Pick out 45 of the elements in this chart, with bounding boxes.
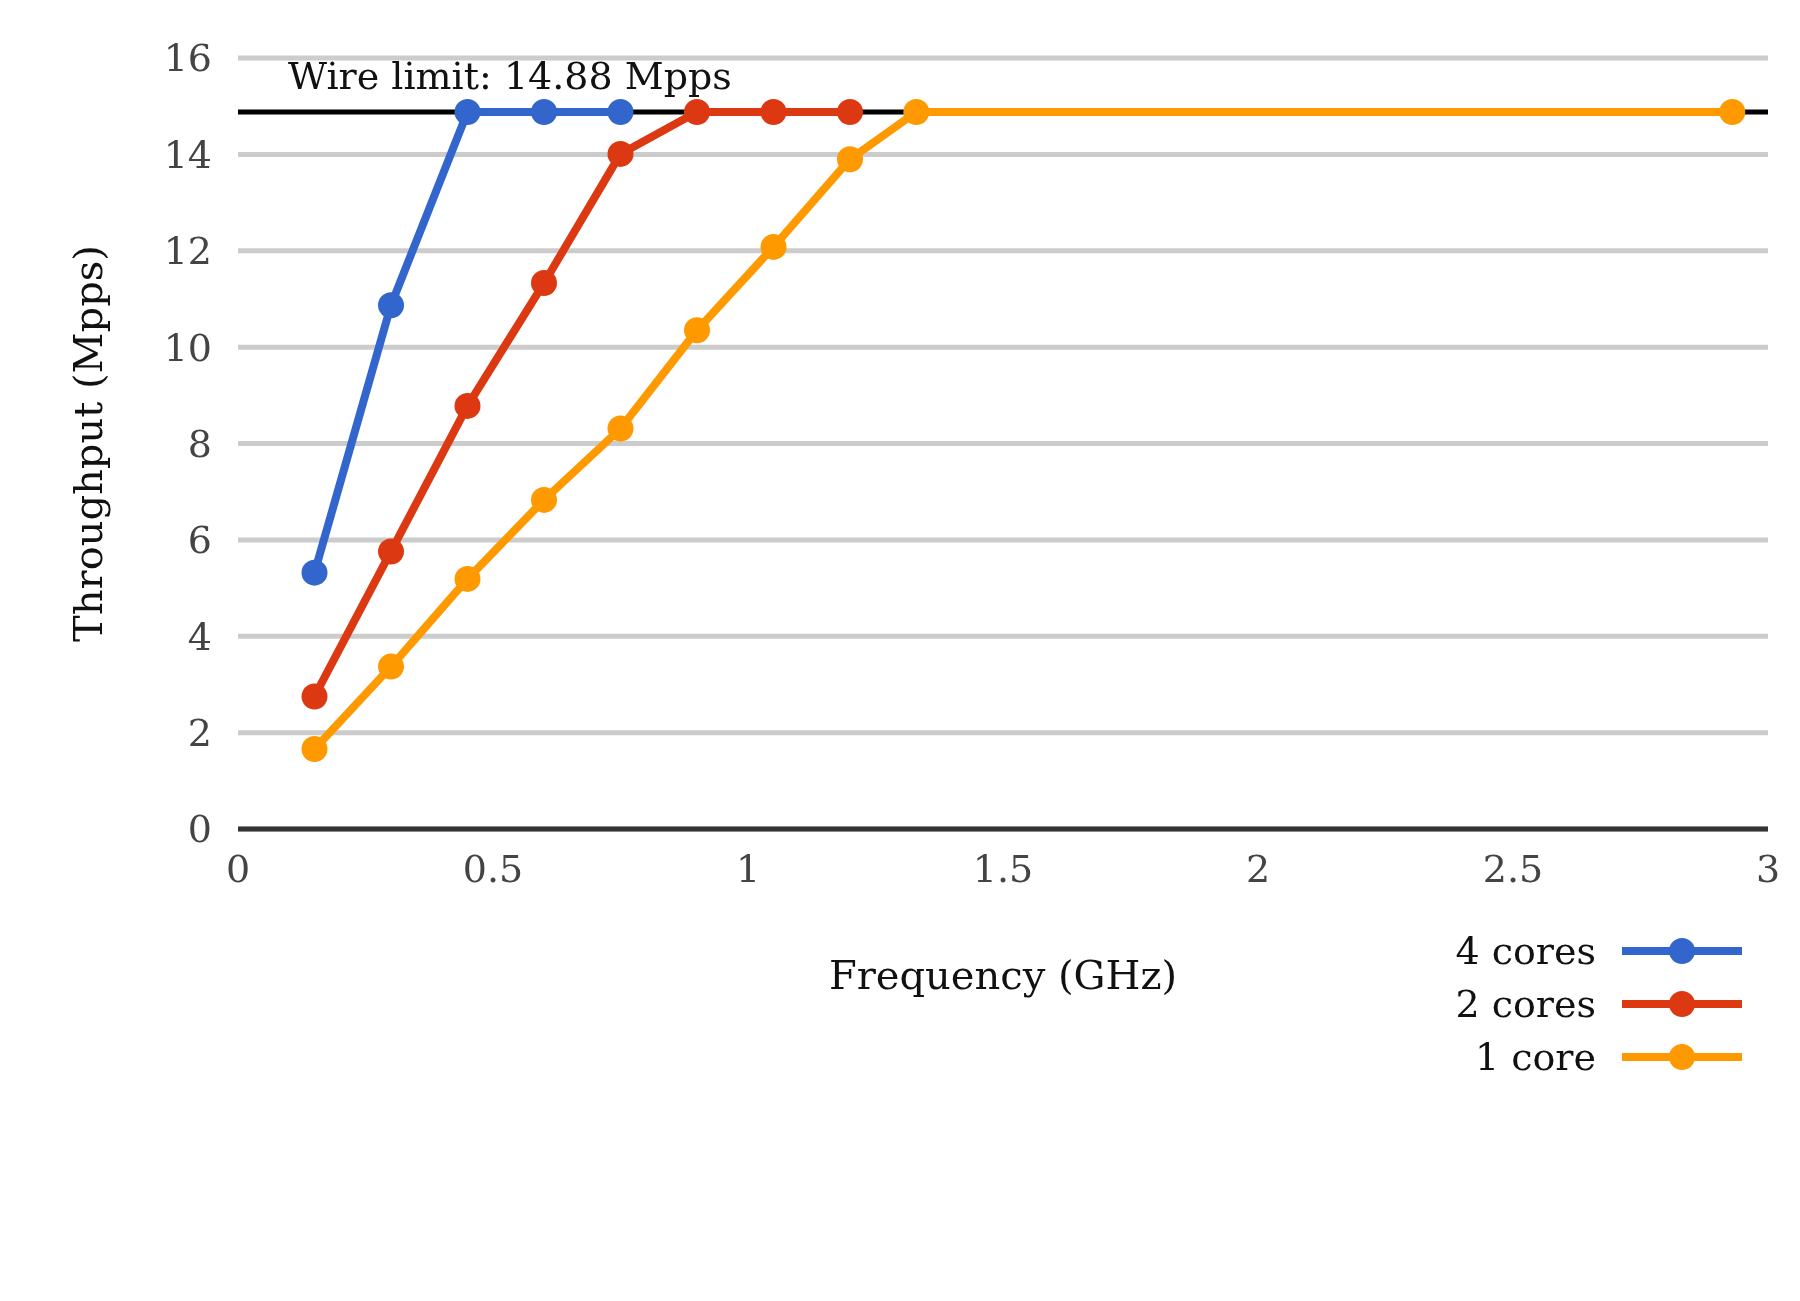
point	[760, 233, 787, 260]
legend-label: 2 cores	[1455, 981, 1596, 1026]
x-tick-label: 0	[225, 846, 251, 891]
point	[684, 98, 710, 125]
point	[531, 270, 557, 297]
x-tick-label: 1.5	[972, 846, 1034, 891]
point	[837, 146, 863, 173]
ref-line-label: Wire limit: 14.88 Mpps	[288, 53, 732, 98]
y-axis-title: Throughput (Mpps)	[65, 245, 112, 642]
y-tick-label: 14	[163, 132, 212, 177]
y-tick-label: 2	[187, 711, 212, 756]
point	[531, 98, 557, 125]
x-tick-label: 2	[1245, 846, 1271, 891]
point	[378, 292, 404, 319]
point	[760, 98, 787, 125]
legend-label: 1 core	[1474, 1034, 1596, 1079]
point	[531, 486, 557, 513]
point	[607, 415, 634, 442]
point	[454, 565, 481, 592]
y-tick-label: 6	[187, 518, 212, 563]
point	[903, 98, 930, 125]
point	[378, 653, 404, 680]
x-axis-title: Frequency (GHz)	[828, 952, 1178, 998]
point	[454, 98, 481, 125]
y-tick-label: 16	[163, 36, 212, 81]
x-tick-label: 1	[735, 846, 761, 891]
point	[1719, 98, 1746, 125]
point	[378, 538, 404, 565]
legend-label: 4 cores	[1455, 928, 1596, 973]
y-tick-label: 4	[187, 614, 212, 659]
point	[607, 140, 634, 167]
point	[301, 736, 328, 763]
point	[454, 392, 481, 419]
y-tick-label: 10	[163, 325, 212, 370]
y-tick-label: 8	[187, 421, 212, 466]
point	[301, 559, 328, 586]
point	[301, 683, 328, 710]
y-tick-label: 0	[187, 807, 212, 852]
y-tick-label: 12	[163, 229, 212, 274]
point	[607, 98, 634, 125]
point	[837, 98, 863, 125]
point	[684, 317, 710, 344]
x-tick-label: 2.5	[1482, 846, 1544, 891]
x-tick-label: 3	[1755, 846, 1781, 891]
x-tick-label: 0.5	[462, 846, 524, 891]
